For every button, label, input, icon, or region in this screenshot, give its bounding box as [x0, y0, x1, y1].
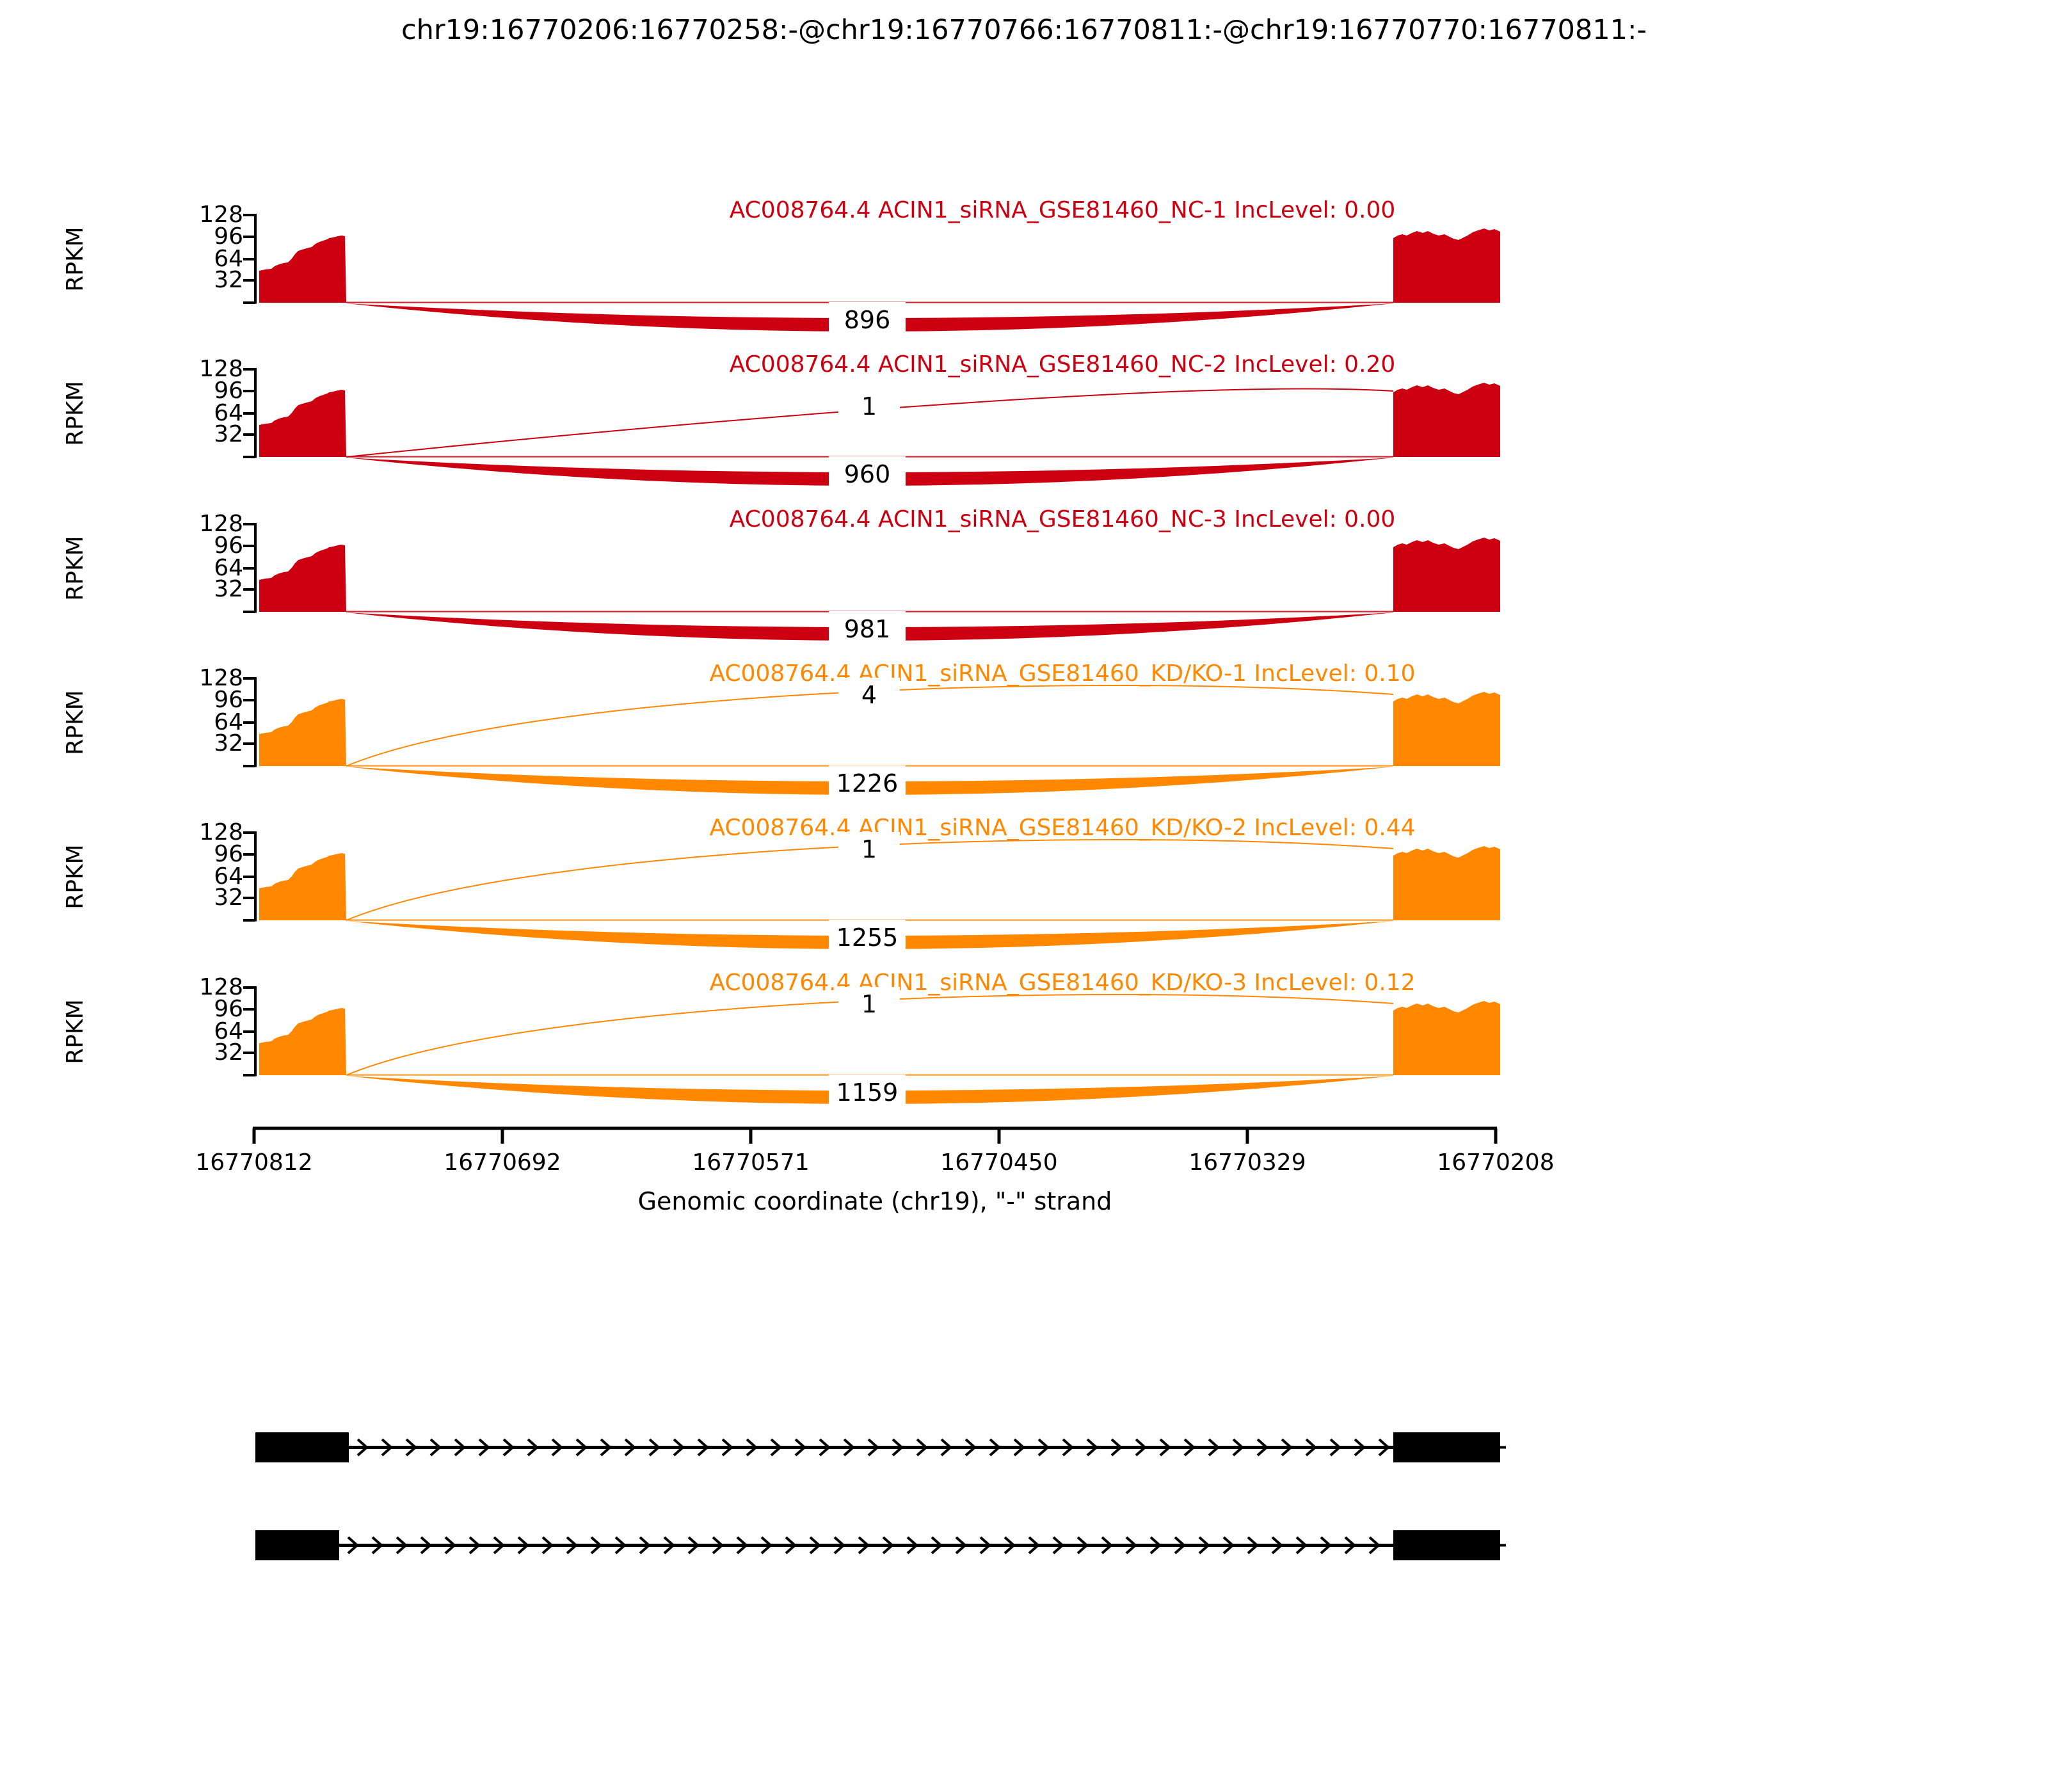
y-tick-label: 64: [214, 246, 243, 272]
transcript-end-stub: [1500, 1544, 1506, 1547]
y-tick-label: 128: [199, 202, 243, 228]
junction-count-skipping: 1255: [829, 920, 906, 956]
y-axis-label: RPKM: [62, 381, 88, 446]
y-tick-label: 64: [214, 863, 243, 890]
y-tick-label: 64: [214, 400, 243, 426]
y-tick-label: 32: [214, 267, 243, 293]
exon-box: [1393, 1432, 1500, 1462]
y-axis-label: RPKM: [62, 227, 88, 292]
y-tick-label: 128: [199, 819, 243, 845]
y-tick-label: 64: [214, 555, 243, 581]
x-tick-label: 16770329: [1188, 1149, 1306, 1176]
y-axis-label: RPKM: [62, 844, 88, 909]
y-tick-label: 32: [214, 884, 243, 911]
y-tick-label: 96: [214, 687, 243, 713]
junction-count-inclusion: 1: [838, 987, 900, 1021]
junction-count-inclusion: 4: [838, 678, 900, 712]
exon-box: [1393, 1530, 1500, 1560]
x-axis-graphic: [252, 1126, 1498, 1144]
y-tick-label: 96: [214, 532, 243, 559]
y-axis-label: RPKM: [62, 999, 88, 1064]
y-tick-label: 32: [214, 730, 243, 756]
page-title: chr19:16770206:16770258:-@chr19:16770766…: [401, 14, 1647, 46]
intron-direction-arrows: [342, 1533, 1389, 1557]
y-tick-label: 64: [214, 1018, 243, 1044]
track-title: AC008764.4 ACIN1_siRNA_GSE81460_KD/KO-3 …: [709, 970, 1416, 996]
sashimi-track-nc-2: AC008764.4 ACIN1_siRNA_GSE81460_NC-2 Inc…: [0, 314, 1600, 495]
track-title: AC008764.4 ACIN1_siRNA_GSE81460_KD/KO-2 …: [709, 815, 1416, 841]
y-tick-label: 96: [214, 378, 243, 404]
sashimi-track-kdko-1: AC008764.4 ACIN1_siRNA_GSE81460_KD/KO-1 …: [0, 623, 1600, 804]
junction-count-skipping: 981: [829, 611, 906, 647]
track-title: AC008764.4 ACIN1_siRNA_GSE81460_NC-3 Inc…: [729, 506, 1396, 532]
y-tick-label: 128: [199, 356, 243, 382]
y-axis-label: RPKM: [62, 690, 88, 755]
track-title: AC008764.4 ACIN1_siRNA_GSE81460_NC-1 Inc…: [729, 197, 1396, 223]
isoform-1: [255, 1432, 1506, 1462]
y-tick-label: 32: [214, 421, 243, 447]
junction-count-inclusion: 1: [838, 832, 900, 867]
sashimi-track-nc-3: AC008764.4 ACIN1_siRNA_GSE81460_NC-3 Inc…: [0, 469, 1600, 650]
x-tick-label: 16770450: [940, 1149, 1058, 1176]
sashimi-track-nc-1: AC008764.4 ACIN1_siRNA_GSE81460_NC-1 Inc…: [0, 160, 1600, 340]
y-tick-label: 64: [214, 709, 243, 735]
track-title: AC008764.4 ACIN1_siRNA_GSE81460_KD/KO-1 …: [709, 660, 1416, 687]
sashimi-track-kdko-3: AC008764.4 ACIN1_siRNA_GSE81460_KD/KO-3 …: [0, 932, 1600, 1113]
y-tick-label: 96: [214, 841, 243, 867]
intron-direction-arrows: [352, 1436, 1389, 1459]
exon-box: [255, 1530, 339, 1560]
y-axis-label: RPKM: [62, 536, 88, 601]
x-tick-label: 16770812: [195, 1149, 313, 1176]
y-tick-label: 128: [199, 511, 243, 537]
y-tick-label: 32: [214, 576, 243, 602]
x-tick-label: 16770692: [444, 1149, 561, 1176]
y-tick-label: 96: [214, 223, 243, 250]
y-tick-label: 128: [199, 974, 243, 1000]
track-title: AC008764.4 ACIN1_siRNA_GSE81460_NC-2 Inc…: [729, 351, 1396, 378]
x-tick-label: 16770571: [692, 1149, 810, 1176]
junction-count-skipping: 896: [829, 302, 906, 338]
x-axis-label: Genomic coordinate (chr19), "-" strand: [637, 1187, 1112, 1215]
x-tick-label: 16770208: [1437, 1149, 1555, 1176]
junction-count-skipping: 1159: [829, 1075, 906, 1110]
y-tick-label: 128: [199, 665, 243, 691]
junction-count-skipping: 960: [829, 456, 906, 492]
y-tick-label: 32: [214, 1039, 243, 1066]
transcript-annotation-graphic: [255, 1432, 1506, 1560]
junction-count-skipping: 1226: [829, 765, 906, 801]
isoform-2: [255, 1530, 1506, 1560]
exon-box: [255, 1432, 349, 1462]
transcript-end-stub: [1500, 1446, 1506, 1449]
junction-count-inclusion: 1: [838, 389, 900, 424]
y-tick-label: 96: [214, 996, 243, 1022]
sashimi-track-kdko-2: AC008764.4 ACIN1_siRNA_GSE81460_KD/KO-2 …: [0, 778, 1600, 958]
